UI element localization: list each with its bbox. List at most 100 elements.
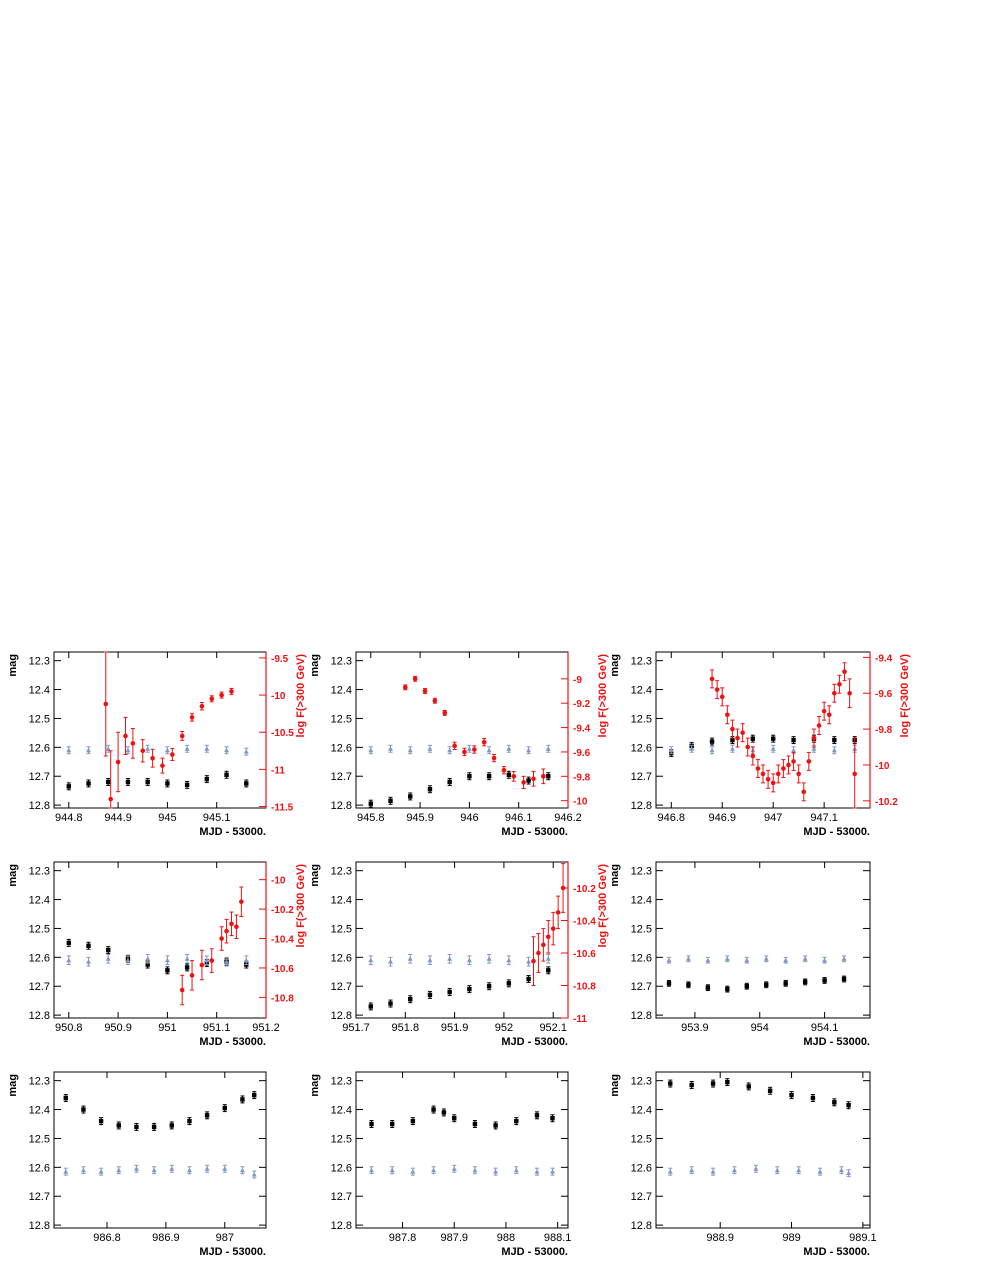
right-y-axis-title: log F(>300 GeV) bbox=[597, 654, 609, 738]
y-tick-label: 12.7 bbox=[29, 1191, 50, 1203]
right-y-axis-title: log F(>300 GeV) bbox=[295, 864, 307, 948]
plot-frame bbox=[53, 1071, 267, 1229]
right-y-tick-label: -9.5 bbox=[271, 654, 289, 665]
optical_main-point bbox=[546, 774, 551, 779]
y-tick-label: 12.5 bbox=[631, 1133, 652, 1145]
x-tick-label: 951.1 bbox=[203, 1022, 231, 1034]
gamma-point bbox=[775, 771, 781, 777]
optical_main-point bbox=[832, 737, 837, 743]
y-axis-title: mag bbox=[7, 654, 19, 677]
y-tick-label: 12.8 bbox=[631, 800, 652, 812]
optical_main-point bbox=[452, 1116, 457, 1121]
optical_main-point bbox=[744, 984, 749, 989]
gamma-point bbox=[179, 733, 185, 739]
optical_comp-point bbox=[729, 746, 735, 751]
y-tick-label: 12.3 bbox=[631, 656, 652, 668]
optical_main-point bbox=[486, 774, 492, 779]
optical_main-point bbox=[187, 1118, 192, 1124]
gamma-point bbox=[189, 715, 195, 720]
series-optical_main bbox=[369, 1105, 555, 1130]
y-tick-label: 12.3 bbox=[631, 1076, 652, 1088]
optical_main-point bbox=[546, 968, 551, 973]
panel-6: 953.9 954 954.1 12.3 12.4 12.5 12.6 12.7 12.8 MJD… bbox=[609, 861, 871, 1048]
y-axis-title: mag bbox=[609, 1074, 621, 1097]
optical_comp-point bbox=[744, 957, 750, 963]
optical_comp-point bbox=[105, 746, 111, 751]
x-tick-label: 945 bbox=[158, 812, 176, 824]
plot-frame bbox=[355, 651, 569, 809]
optical_main-point bbox=[534, 1113, 540, 1118]
optical_main-point bbox=[408, 794, 413, 799]
series-gamma bbox=[709, 662, 858, 809]
optical_comp-point bbox=[447, 747, 453, 753]
y-tick-label: 12.3 bbox=[331, 656, 352, 668]
x-tick-label: 946.2 bbox=[554, 812, 582, 824]
optical_comp-point bbox=[66, 957, 72, 963]
x-tick-label: 945.1 bbox=[203, 812, 231, 824]
y-tick-label: 12.8 bbox=[29, 800, 50, 812]
optical_comp-point bbox=[145, 956, 151, 961]
gamma-point bbox=[560, 885, 566, 891]
optical_comp-point bbox=[724, 956, 730, 961]
x-axis-title: MJD - 53000. bbox=[803, 826, 870, 838]
gamma-point bbox=[709, 676, 715, 682]
gamma-point bbox=[123, 733, 128, 739]
optical_main-point bbox=[106, 779, 111, 785]
y-tick-label: 12.4 bbox=[331, 895, 352, 907]
gamma-point bbox=[462, 749, 467, 755]
y-tick-label: 12.4 bbox=[631, 1105, 652, 1117]
x-tick-label: 988.1 bbox=[544, 1232, 572, 1244]
series-optical_main bbox=[666, 975, 847, 993]
right-y-tick-label: -10.6 bbox=[271, 964, 294, 975]
optical_comp-point bbox=[410, 1169, 416, 1174]
optical_comp-point bbox=[486, 747, 492, 753]
optical_comp-point bbox=[66, 747, 72, 753]
optical_comp-point bbox=[164, 747, 170, 753]
optical_main-point bbox=[506, 981, 512, 986]
optical_main-point bbox=[145, 962, 150, 967]
optical_main-point bbox=[770, 736, 776, 741]
x-tick-label: 946.8 bbox=[658, 812, 686, 824]
gamma-point bbox=[821, 708, 827, 714]
optical_comp-point bbox=[204, 1166, 210, 1171]
optical_main-point bbox=[204, 1113, 210, 1118]
optical_main-point bbox=[388, 1001, 393, 1006]
series-gamma bbox=[103, 651, 234, 809]
gamma-point bbox=[791, 759, 796, 764]
gamma-point bbox=[239, 899, 244, 905]
panel-9: 988.9 989 989.1 12.3 12.4 12.5 12.6 12.7 12.8 MJD… bbox=[609, 1071, 877, 1258]
series-optical_comp bbox=[369, 1164, 555, 1176]
optical_main-point bbox=[165, 781, 170, 786]
right-y-tick-label: -9 bbox=[573, 675, 582, 686]
optical_comp-point bbox=[116, 1167, 122, 1173]
y-axis-title: mag bbox=[609, 864, 621, 887]
optical_comp-point bbox=[506, 957, 512, 963]
optical_main-point bbox=[106, 947, 111, 953]
gamma-point bbox=[796, 771, 801, 777]
optical_main-point bbox=[725, 1079, 730, 1085]
x-tick-label: 951.7 bbox=[342, 1022, 370, 1034]
optical_main-point bbox=[222, 1105, 227, 1111]
optical_comp-point bbox=[407, 747, 413, 753]
optical_comp-point bbox=[817, 1169, 823, 1174]
optical_main-point bbox=[750, 736, 756, 741]
optical_main-point bbox=[410, 1118, 416, 1124]
y-tick-label: 12.3 bbox=[331, 1076, 352, 1088]
gamma-point bbox=[108, 796, 113, 802]
x-tick-label: 944.8 bbox=[55, 812, 83, 824]
right-y-axis-title: log F(>300 GeV) bbox=[295, 654, 307, 738]
gamma-point bbox=[842, 669, 847, 675]
optical_comp-point bbox=[368, 957, 374, 963]
y-axis-title: mag bbox=[309, 654, 321, 677]
optical_comp-point bbox=[80, 1167, 86, 1173]
series-optical_comp bbox=[368, 953, 551, 967]
x-axis-title: MJD - 53000. bbox=[501, 1246, 568, 1258]
optical_comp-point bbox=[125, 747, 131, 753]
y-tick-label: 12.3 bbox=[331, 866, 352, 878]
optical_comp-point bbox=[685, 956, 691, 961]
optical_main-point bbox=[441, 1110, 447, 1115]
y-tick-label: 12.6 bbox=[631, 1162, 652, 1174]
optical_comp-point bbox=[388, 959, 394, 964]
x-tick-label: 952.1 bbox=[539, 1022, 567, 1034]
